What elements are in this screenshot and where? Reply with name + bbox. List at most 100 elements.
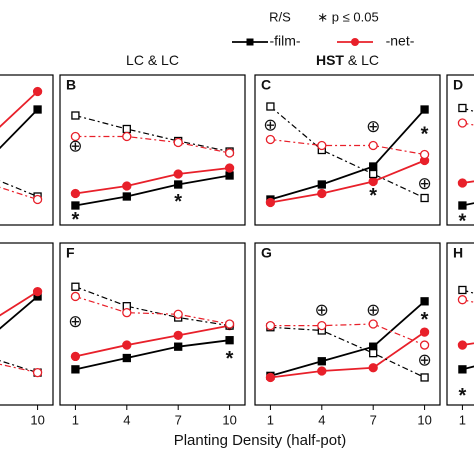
- series-line: [75, 114, 230, 153]
- point: [122, 124, 131, 134]
- point: [265, 372, 276, 383]
- annotation: ⊕: [366, 117, 380, 136]
- point: [122, 340, 132, 350]
- point: [317, 320, 327, 331]
- point: [458, 365, 467, 374]
- point: [70, 131, 81, 142]
- point: [225, 336, 234, 345]
- panel-frame: [0, 74, 54, 226]
- x-tick-label: 7: [175, 412, 182, 427]
- point: [420, 297, 429, 306]
- series-line: [270, 300, 426, 377]
- annotation: *: [459, 385, 467, 407]
- annotation: ⊕: [417, 351, 431, 370]
- panel-frame: [446, 242, 474, 406]
- point: [32, 86, 43, 97]
- series-line: [270, 323, 425, 346]
- point: [224, 163, 235, 173]
- series-line: [270, 106, 425, 199]
- point: [122, 181, 132, 191]
- annotation: *: [459, 210, 467, 232]
- point: [122, 192, 131, 201]
- series-line: [270, 138, 425, 156]
- series-line: [270, 159, 425, 204]
- point: [122, 353, 131, 363]
- x-tick-label: 7: [370, 412, 377, 427]
- point: [369, 162, 378, 171]
- series-line: [75, 174, 230, 207]
- point: [419, 149, 430, 160]
- series-line: [462, 365, 474, 371]
- point: [224, 148, 235, 158]
- series-line: [0, 186, 38, 201]
- legend-title: R/S: [269, 9, 291, 24]
- point: [173, 169, 183, 179]
- series-line: [75, 286, 230, 327]
- legend-label: -net-: [386, 33, 415, 49]
- panel-frame: [254, 74, 441, 226]
- point: [32, 286, 43, 297]
- panel-letter: D: [453, 77, 463, 93]
- panel-title-part: & LC: [344, 52, 379, 68]
- point: [458, 201, 467, 210]
- point: [71, 365, 80, 374]
- point: [457, 340, 468, 350]
- point: [33, 105, 42, 114]
- panel-title-part: LC & LC: [126, 52, 179, 68]
- point: [32, 367, 43, 378]
- series-line: [270, 326, 425, 379]
- x-tick-label: 1: [72, 412, 79, 427]
- series-line: [75, 135, 230, 154]
- series-line: [0, 290, 39, 317]
- annotation: *: [174, 191, 182, 213]
- point: [368, 319, 378, 329]
- point: [368, 140, 378, 151]
- series-line: [462, 107, 474, 113]
- point: [420, 105, 429, 114]
- series-line: [75, 167, 230, 195]
- point: [368, 363, 378, 373]
- point: [369, 349, 378, 358]
- annotation: ⊕: [366, 301, 380, 320]
- x-tick-label: 10: [30, 412, 44, 427]
- series-line: [270, 331, 426, 379]
- panel-title: LC & LC: [126, 52, 179, 68]
- panel-frame: [59, 74, 246, 226]
- series-line: [462, 289, 474, 294]
- annotation: ⊕: [263, 115, 277, 134]
- point: [457, 118, 468, 128]
- x-tick-label: 4: [318, 412, 325, 427]
- point: [224, 319, 235, 329]
- series-line: [0, 180, 38, 198]
- annotation: *: [421, 123, 429, 145]
- point: [317, 366, 327, 376]
- x-tick-label: 10: [417, 412, 431, 427]
- point: [122, 131, 132, 142]
- panel-letter: C: [261, 77, 271, 93]
- point: [173, 330, 183, 340]
- annotation: ⊕: [417, 174, 431, 193]
- point: [266, 102, 275, 111]
- point: [369, 169, 378, 179]
- point: [458, 103, 467, 113]
- series-line: [75, 295, 230, 325]
- point: [122, 308, 132, 318]
- annotation: ⊕: [68, 312, 82, 331]
- series-line: [0, 108, 39, 150]
- panel-letter: G: [261, 245, 272, 261]
- series-line: [0, 295, 39, 330]
- x-tick-label: 1: [459, 412, 466, 427]
- point: [70, 351, 81, 362]
- point: [265, 134, 276, 145]
- x-tick-label: 10: [222, 412, 236, 427]
- point: [71, 282, 80, 291]
- panel-letter: F: [66, 245, 75, 261]
- series-line: [462, 202, 474, 207]
- panel-frame: [0, 242, 54, 406]
- point: [265, 320, 276, 331]
- annotation: *: [72, 209, 80, 231]
- x-tick-label: 4: [123, 412, 130, 427]
- point: [420, 373, 429, 382]
- point: [173, 309, 183, 319]
- point: [174, 180, 183, 189]
